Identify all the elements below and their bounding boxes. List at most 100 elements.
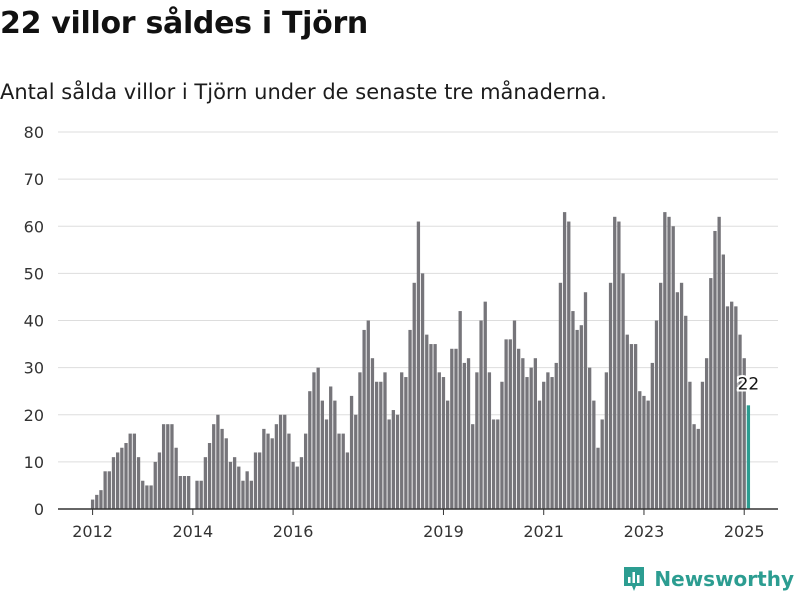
bar: [287, 433, 291, 509]
bar: [157, 452, 162, 509]
bar: [220, 428, 224, 509]
bar: [224, 438, 228, 509]
bar: [688, 381, 692, 509]
bar: [299, 457, 304, 509]
bar: [562, 212, 567, 510]
bar: [738, 334, 742, 509]
bar: [458, 311, 462, 509]
y-tick-label: 30: [24, 359, 44, 378]
bar: [387, 419, 391, 509]
annotation-label: 22: [738, 374, 760, 394]
bar: [441, 377, 446, 509]
bar: [274, 424, 279, 509]
bar: [366, 320, 370, 509]
bar: [245, 471, 249, 509]
chart-subtitle: Antal sålda villor i Tjörn under de sena…: [0, 80, 607, 104]
bar: [433, 344, 437, 509]
bar: [450, 348, 454, 509]
bar: [312, 372, 316, 509]
bar: [679, 282, 684, 509]
y-tick-label: 50: [24, 264, 44, 283]
bar: [416, 221, 421, 509]
bar: [308, 391, 312, 509]
chart-title: 22 villor såldes i Tjörn: [0, 6, 368, 41]
bar: [659, 282, 663, 509]
bar: [734, 306, 738, 509]
bar: [216, 414, 220, 509]
bar: [232, 457, 237, 509]
bar: [429, 344, 433, 509]
x-tick-label: 2021: [523, 522, 564, 541]
bar: [329, 386, 333, 509]
bar: [412, 282, 416, 509]
bar: [182, 476, 187, 509]
y-tick-label: 60: [24, 217, 44, 236]
bar: [341, 433, 345, 509]
bar: [278, 414, 283, 509]
bar: [491, 419, 496, 509]
bar: [291, 461, 295, 510]
bar: [696, 428, 700, 509]
bar: [454, 348, 458, 509]
y-tick-label: 0: [34, 500, 44, 519]
bar: [533, 358, 538, 509]
bar: [730, 301, 734, 509]
bar: [241, 480, 245, 509]
bar: [266, 433, 270, 509]
bar: [604, 372, 609, 509]
bar: [725, 306, 730, 509]
bar: [521, 358, 525, 509]
bar: [354, 414, 358, 509]
bar: [383, 372, 387, 509]
bar: [203, 457, 208, 509]
y-tick-label: 10: [24, 453, 44, 472]
bar: [537, 400, 542, 509]
bar: [95, 494, 99, 509]
bar: [504, 339, 508, 509]
bar: [207, 443, 212, 509]
bar: [583, 292, 588, 509]
x-tick-label: 2016: [273, 522, 314, 541]
bar-chart-logo-icon: [624, 567, 645, 591]
bar: [337, 433, 341, 509]
bar: [270, 438, 274, 509]
x-tick-label: 2019: [423, 522, 464, 541]
bar: [99, 490, 103, 509]
bar: [145, 485, 149, 509]
bar: [425, 334, 429, 509]
bar: [446, 400, 450, 509]
bar: [90, 499, 95, 509]
bar-chart: 0 10 20 30 40 50 60 70 80 2012 2014 2016 2019 2021 202…: [24, 123, 778, 541]
bar: [500, 381, 504, 509]
bar: [333, 400, 337, 509]
bar: [671, 226, 675, 509]
bar: [517, 348, 521, 509]
bar: [107, 471, 111, 509]
bar: [374, 381, 379, 509]
bar: [596, 447, 600, 509]
bar: [320, 400, 324, 509]
bar: [508, 339, 512, 509]
bar: [692, 424, 696, 509]
bar: [324, 419, 329, 509]
bar: [212, 424, 216, 509]
bar: [249, 480, 253, 509]
bar: [195, 480, 199, 509]
bar: [512, 320, 517, 509]
bar: [746, 405, 751, 509]
bar: [178, 476, 182, 509]
bar: [684, 315, 688, 509]
x-tick-label: 2014: [172, 522, 213, 541]
bar: [316, 367, 320, 510]
bar: [608, 282, 613, 509]
bar: [161, 424, 166, 509]
bar: [370, 358, 375, 509]
bar: [141, 480, 145, 509]
bar: [303, 433, 308, 509]
bar: [475, 372, 479, 509]
bar: [358, 372, 362, 509]
bar: [575, 329, 579, 509]
bar: [128, 433, 132, 509]
bar: [629, 344, 634, 509]
bar: [542, 381, 546, 509]
